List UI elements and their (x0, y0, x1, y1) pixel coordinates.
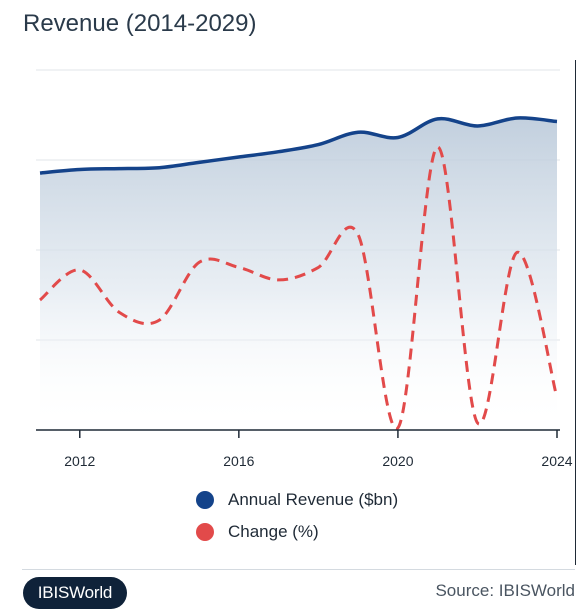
legend: Annual Revenue ($bn) Change (%) (196, 484, 398, 548)
legend-label-change: Change (%) (228, 522, 319, 541)
x-tick-label: 2024 (541, 453, 572, 469)
x-tick-label: 2020 (382, 453, 413, 469)
legend-item-change[interactable]: Change (%) (196, 516, 398, 548)
legend-label-revenue: Annual Revenue ($bn) (228, 490, 399, 509)
legend-item-revenue[interactable]: Annual Revenue ($bn) (196, 484, 398, 516)
ibisworld-logo[interactable]: IBISWorld (23, 577, 127, 609)
right-border-rule (575, 60, 576, 565)
series-line-annual-revenue-bn[interactable] (39, 116, 558, 175)
x-tick-label: 2016 (223, 453, 254, 469)
legend-dot-revenue-icon (196, 491, 214, 509)
legend-dot-change-icon (196, 523, 214, 541)
series-area-annual-revenue-bn (40, 117, 557, 430)
chart-title: Revenue (2014-2029) (23, 10, 257, 37)
logo-text: IBISWorld (37, 583, 113, 602)
line-chart: 2012 2016 2020 2024 (36, 69, 573, 469)
series-line-change[interactable] (39, 145, 559, 430)
footer-divider (22, 569, 575, 570)
x-tick-label: 2012 (64, 453, 95, 469)
source-note: Source: IBISWorld (435, 581, 575, 600)
